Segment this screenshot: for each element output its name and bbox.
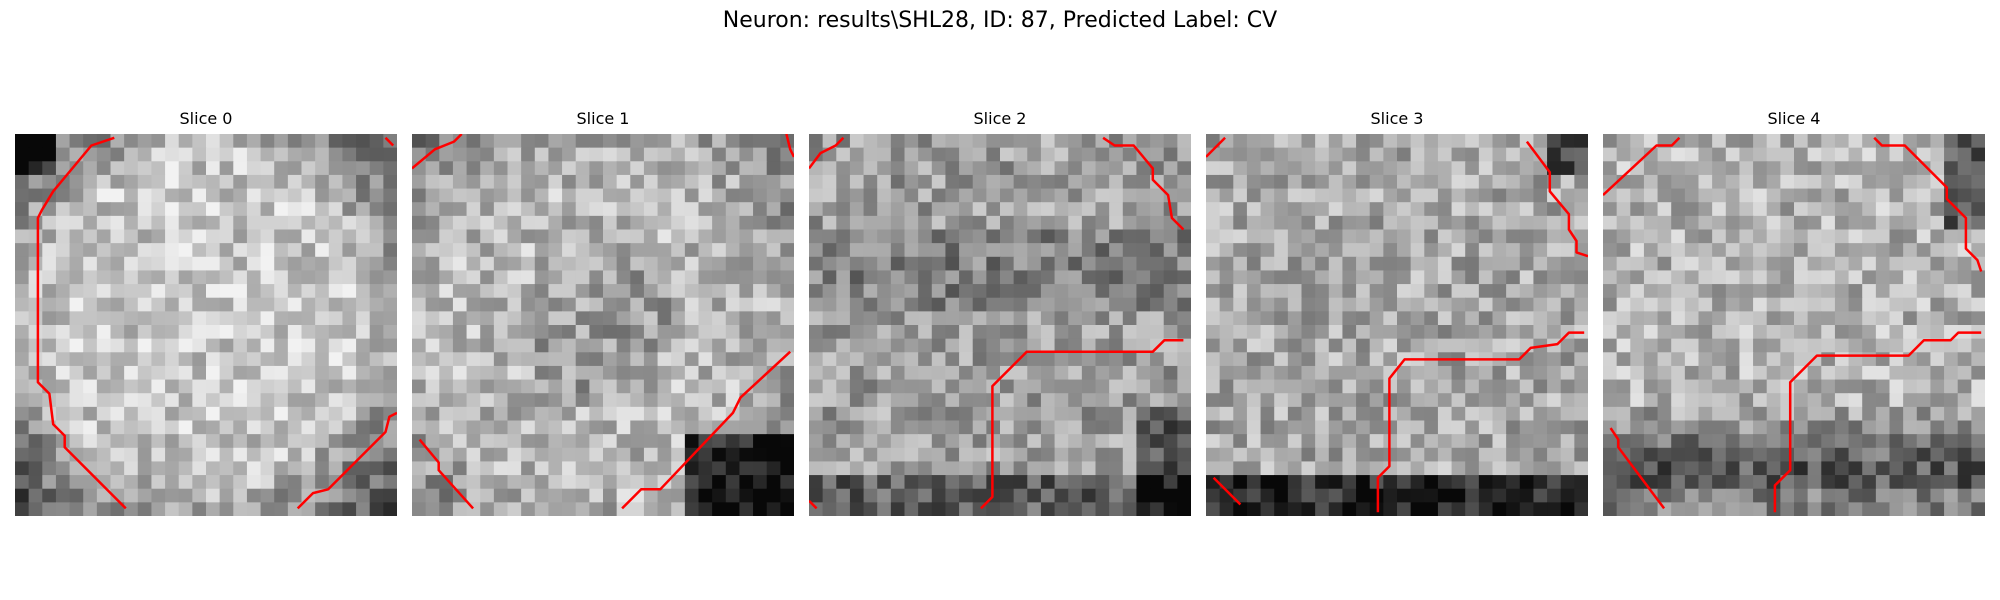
figure-title: Neuron: results\SHL28, ID: 87, Predicted…	[722, 8, 1278, 33]
contour-line	[980, 339, 1184, 510]
slice-title: Slice 0	[179, 109, 233, 128]
slice-title: Slice 1	[576, 109, 630, 128]
contour-line	[785, 134, 794, 158]
slice-image	[412, 134, 794, 516]
contour-line	[621, 350, 792, 510]
slice-panel-4: Slice 4	[1603, 108, 1985, 516]
slice-panel-0: Slice 0	[15, 108, 397, 516]
contour-line	[412, 134, 463, 170]
contour-line	[418, 438, 475, 510]
contour-line	[1102, 136, 1185, 231]
slice-panel-3: Slice 3	[1206, 108, 1588, 516]
slice-title: Slice 2	[973, 109, 1027, 128]
contour-line	[1206, 136, 1226, 158]
slice-image	[1603, 134, 1985, 516]
slice-title: Slice 4	[1767, 109, 1821, 128]
contour-line	[1525, 140, 1588, 258]
slice-title: Slice 3	[1370, 109, 1424, 128]
contour-line	[1376, 331, 1585, 513]
slice-panel-1: Slice 1	[412, 108, 794, 516]
contour-line	[384, 136, 395, 147]
contour-line	[809, 136, 845, 170]
contour-line	[1603, 136, 1681, 197]
contour-line	[1873, 136, 1983, 272]
contour-line	[1212, 476, 1242, 506]
contour-line	[809, 499, 818, 510]
contour-line	[36, 136, 127, 510]
contour-line	[1773, 331, 1982, 513]
contour-line	[296, 411, 397, 510]
slice-image	[809, 134, 1191, 516]
slice-image	[1206, 134, 1588, 516]
slice-panel-2: Slice 2	[809, 108, 1191, 516]
slice-image	[15, 134, 397, 516]
contour-line	[1609, 427, 1666, 510]
